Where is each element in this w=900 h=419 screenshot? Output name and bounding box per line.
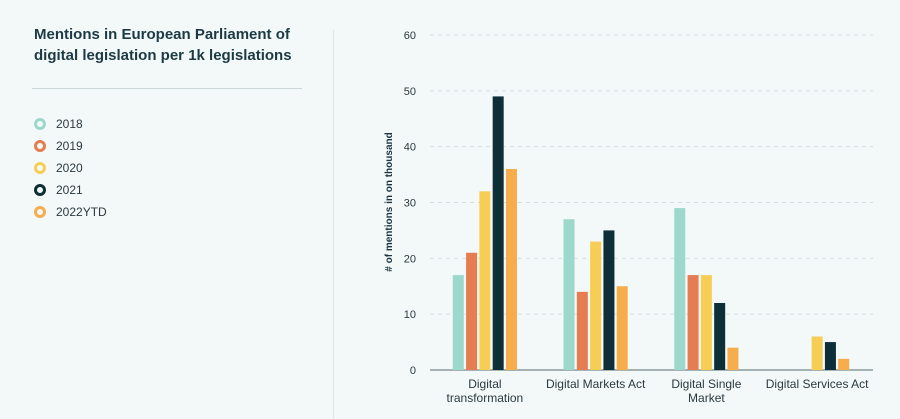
bar-2021-0 [492,96,504,371]
y-tick-label: 30 [404,198,416,210]
legend-label: 2018 [56,117,83,131]
legend-marker [34,140,46,152]
legend-marker [34,162,46,174]
bar-2022YTD-3 [838,358,850,370]
bar-2019-0 [466,252,478,370]
divider [32,88,302,89]
bar-2018-0 [452,275,464,370]
legend-label: 2020 [56,161,83,175]
y-tick-label: 60 [404,30,416,42]
bar-2019-2 [687,275,699,370]
legend-item-2020: 2020 [34,157,107,179]
legend: 2018 2019 2020 2021 2022YTD [34,113,107,223]
bar-2021-1 [603,230,615,370]
legend-marker [34,118,46,130]
legend-item-2018: 2018 [34,113,107,135]
y-tick-label: 50 [404,86,416,98]
legend-label: 2021 [56,183,83,197]
legend-marker [34,206,46,218]
panel-divider [333,30,334,419]
y-tick-label: 20 [404,253,416,265]
x-tick-label: Market [688,391,725,405]
y-tick-label: 10 [404,309,416,321]
bar-2019-1 [576,291,588,370]
legend-item-2022YTD: 2022YTD [34,201,107,223]
bar-2022YTD-1 [616,286,628,370]
legend-label: 2022YTD [56,205,107,219]
x-tick-label: transformation [447,391,524,405]
bar-2018-1 [563,219,575,370]
bar-2021-2 [714,303,726,370]
x-tick-label: Digital Markets Act [546,377,646,391]
bar-2020-3 [811,336,823,370]
bar-2021-3 [824,342,836,370]
x-tick-label: Digital [468,377,501,391]
x-tick-label: Digital Services Act [766,377,869,391]
chart-title: Mentions in European Parliament of digit… [34,26,292,64]
legend-label: 2019 [56,139,83,153]
bar-2018-2 [674,208,686,370]
y-tick-label: 0 [410,365,416,377]
bar-2020-2 [700,275,712,370]
legend-item-2019: 2019 [34,135,107,157]
bar-2022YTD-2 [727,347,739,370]
legend-item-2021: 2021 [34,179,107,201]
x-tick-label: Digital Single [671,377,741,391]
legend-marker [34,184,46,196]
bar-2022YTD-0 [505,169,517,370]
bar-2020-0 [479,191,491,370]
y-tick-label: 40 [404,142,416,154]
bar-2020-1 [590,241,602,370]
y-axis-label: # of mentions in on thousand [384,132,395,271]
